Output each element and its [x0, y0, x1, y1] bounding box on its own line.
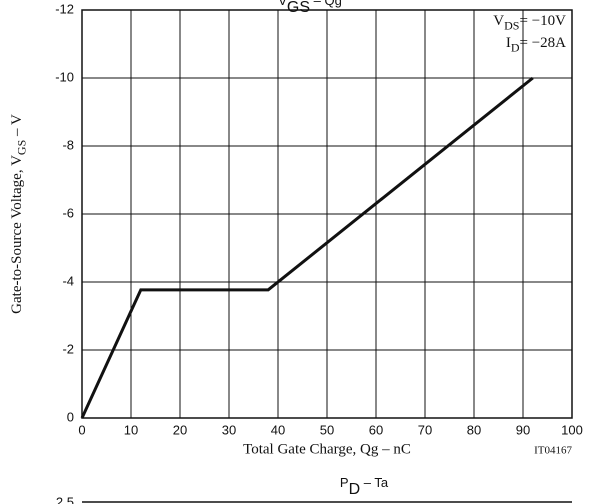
x-axis-label: Total Gate Charge, Qg – nC [243, 441, 411, 457]
annotation-part: = −10V [519, 13, 566, 29]
annotation-sub: D [511, 40, 520, 54]
y-axis-label-part: – V [9, 114, 25, 140]
x-tick-label: 60 [369, 422, 383, 437]
y-tick-label: -8 [62, 137, 74, 152]
x-tick-label: 80 [467, 422, 481, 437]
annotation: ID= −28A [506, 35, 566, 54]
plot-frame [81, 9, 573, 419]
y-tick-label: -6 [62, 205, 74, 220]
chart-title-part: – Qg [310, 0, 342, 8]
y-tick-label: -12 [55, 1, 74, 16]
y-tick-label: -10 [55, 69, 74, 84]
y-axis-label: Gate-to-Source Voltage, VGS – V [9, 114, 28, 314]
annotation-part: V [493, 13, 504, 29]
x-tick-label: 0 [78, 422, 85, 437]
x-tick-label: 100 [561, 422, 583, 437]
x-tick-label: 70 [418, 422, 432, 437]
x-tick-label: 90 [516, 422, 530, 437]
chart-title: PD – Ta [340, 475, 389, 498]
x-tick-label: 30 [222, 422, 236, 437]
y-axis-label-part: Gate-to-Source Voltage, V [9, 155, 25, 314]
x-tick-label: 10 [124, 422, 138, 437]
annotation-sub: DS [504, 18, 519, 32]
chart-title-part: – Ta [360, 475, 389, 490]
x-tick-label: 20 [173, 422, 187, 437]
data-line [80, 76, 534, 419]
y-tick-label: -2 [62, 341, 74, 356]
y-tick-label: -4 [62, 273, 74, 288]
x-tick-label: 50 [320, 422, 334, 437]
chart-title-part: P [340, 475, 349, 490]
chart-title-sub: D [349, 481, 361, 498]
chart-title-sub: GS [287, 0, 310, 16]
chart-title-part: V [278, 0, 287, 8]
figure-id: IT04167 [534, 445, 572, 457]
y-tick-label: 2.5 [56, 494, 74, 504]
y-tick-label: 0 [67, 409, 74, 424]
annotation-part: = −28A [519, 35, 566, 51]
annotation: VDS= −10V [493, 13, 566, 32]
x-tick-label: 40 [271, 422, 285, 437]
chart-title: VGS – Qg [278, 0, 342, 16]
annotation-part: I [506, 35, 511, 51]
y-axis-label-sub: GS [14, 140, 28, 155]
